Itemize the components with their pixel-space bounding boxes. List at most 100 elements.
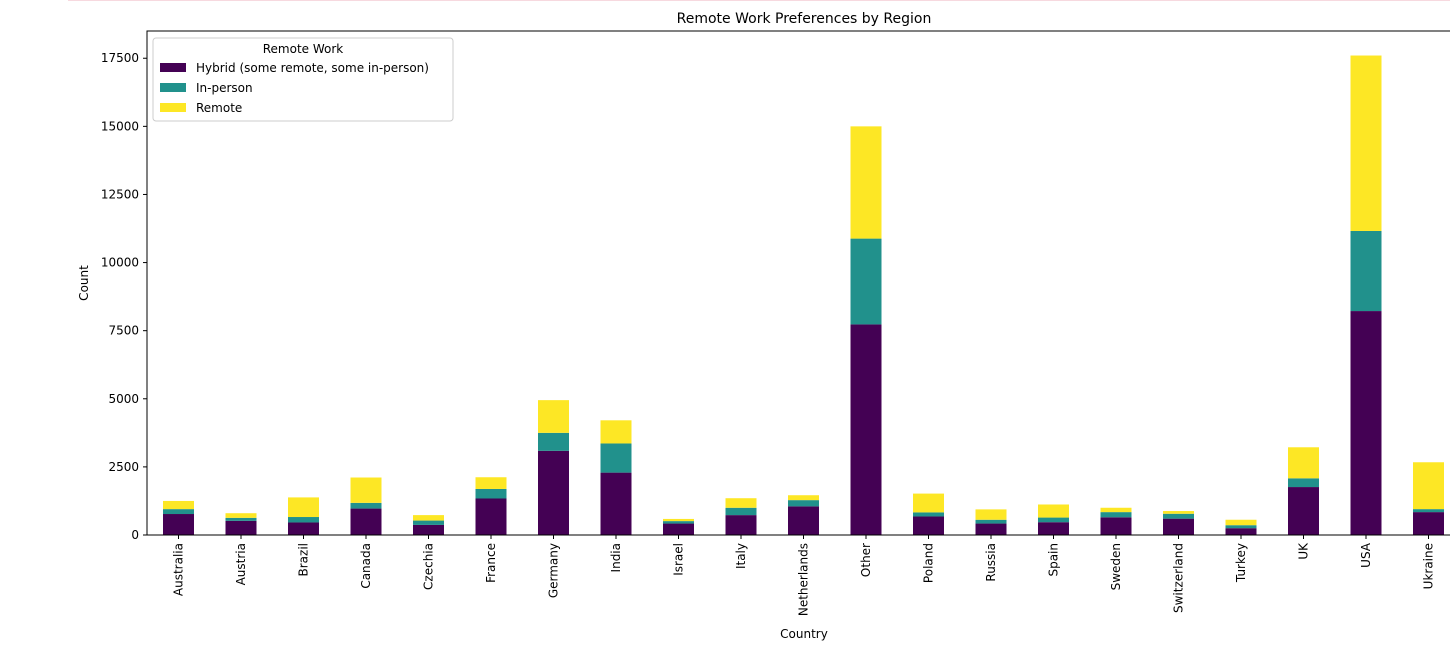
y-axis-label: Count [77,265,91,301]
bar-poland-series-2 [913,493,944,513]
bar-netherlands-series-1 [788,500,819,507]
legend: Remote Work Hybrid (some remote, some in… [152,37,454,122]
bar-russia-series-2 [975,509,1007,520]
x-tick-label: USA [1359,542,1373,568]
x-tick-label: Turkey [1234,543,1248,583]
bar-australia-series-0 [163,514,194,535]
y-tick-label: 10000 [101,256,139,270]
bar-france-series-0 [475,498,507,535]
bar-netherlands-series-2 [788,495,819,501]
bar-brazil-series-0 [288,522,319,535]
bar-brazil-series-2 [288,497,319,518]
bar-netherlands-series-0 [788,506,819,535]
bar-brazil-series-1 [288,517,319,523]
legend-label: Remote [196,101,242,115]
legend-swatch [160,83,186,92]
bar-czechia-series-0 [413,524,444,535]
y-axis: 0 2500 5000 7500 10000 12500 15000 17500 [101,51,147,542]
x-tick-label: France [484,543,498,583]
y-tick-label: 2500 [108,460,139,474]
bar-germany-series-2 [538,400,569,433]
x-tick-label: Israel [672,543,686,576]
bar-spain-series-0 [1038,522,1069,535]
bar-sweden-series-2 [1100,507,1132,513]
bar-turkey-series-2 [1225,519,1257,526]
bar-italy-series-1 [725,507,757,516]
bar-france-series-1 [475,488,507,499]
bar-russia-series-1 [975,519,1007,524]
bar-india-series-0 [600,472,632,535]
bar-india-series-2 [600,420,632,444]
bar-turkey-series-1 [1225,525,1257,529]
bar-uk-series-1 [1288,478,1319,488]
x-tick-label: Ukraine [1422,543,1436,589]
x-axis: Australia Austria Brazil Canada Czechia Franc… [172,535,1436,616]
x-tick-label: India [609,543,623,572]
bar-israel-series-1 [663,521,694,524]
bar-israel-series-2 [663,518,694,522]
x-tick-label: Germany [547,543,561,598]
x-tick-label: UK [1297,542,1311,560]
bar-czechia-series-1 [413,520,444,525]
plot-frame [146,30,1450,536]
y-tick-label: 15000 [101,119,139,133]
bar-switzerland-series-2 [1163,511,1194,514]
bar-italy-series-2 [725,498,757,508]
bar-spain-series-2 [1038,504,1069,518]
x-tick-label: Brazil [297,543,311,577]
bar-canada-series-2 [350,477,382,503]
bar-usa-series-1 [1350,230,1382,312]
y-tick-label: 7500 [108,324,139,338]
bar-germany-series-0 [538,450,569,535]
bar-india-series-1 [600,443,632,473]
bar-sweden-series-0 [1100,517,1132,535]
bar-australia-series-2 [163,500,194,510]
bar-italy-series-0 [725,515,757,535]
bar-uk-series-0 [1288,487,1319,535]
bar-other-series-0 [850,324,882,535]
bar-switzerland-series-0 [1163,518,1194,535]
x-tick-label: Italy [734,543,748,569]
bar-austria-series-1 [225,517,257,521]
legend-swatch [160,63,186,72]
bar-germany-series-1 [538,432,569,451]
y-tick-label: 0 [131,528,139,542]
bar-poland-series-0 [913,516,944,535]
bar-uk-series-2 [1288,447,1319,479]
x-tick-label: Russia [984,543,998,582]
bar-other-series-1 [850,238,882,325]
bar-usa-series-2 [1350,55,1382,231]
x-tick-label: Czechia [422,543,436,590]
x-axis-label: Country [780,627,828,641]
x-tick-label: Netherlands [797,543,811,616]
bar-australia-series-1 [163,509,194,515]
bar-spain-series-1 [1038,517,1069,523]
bar-switzerland-series-1 [1163,513,1194,519]
x-tick-label: Sweden [1109,543,1123,590]
bar-canada-series-0 [350,508,382,535]
bar-poland-series-1 [913,512,944,517]
x-tick-label: Spain [1047,543,1061,577]
bar-czechia-series-2 [413,515,444,521]
chart-title: Remote Work Preferences by Region [677,11,932,27]
bar-austria-series-0 [225,520,257,535]
x-tick-label: Canada [359,543,373,589]
y-tick-label: 17500 [101,51,139,65]
bar-ukraine-series-0 [1413,512,1444,535]
bar-other-series-2 [850,126,882,239]
bars-group [163,55,1444,535]
top-border-line [68,0,1450,1]
x-tick-label: Switzerland [1172,543,1186,613]
bar-sweden-series-1 [1100,512,1132,518]
bar-france-series-2 [475,477,507,489]
x-tick-label: Other [859,543,873,577]
bar-ukraine-series-2 [1413,462,1444,510]
legend-title: Remote Work [263,42,344,56]
bar-israel-series-0 [663,523,694,535]
x-tick-label: Australia [172,543,186,596]
legend-box [152,37,454,122]
bar-turkey-series-0 [1225,528,1257,535]
x-tick-label: Austria [234,543,248,585]
bar-russia-series-0 [975,523,1007,535]
y-tick-label: 5000 [108,392,139,406]
